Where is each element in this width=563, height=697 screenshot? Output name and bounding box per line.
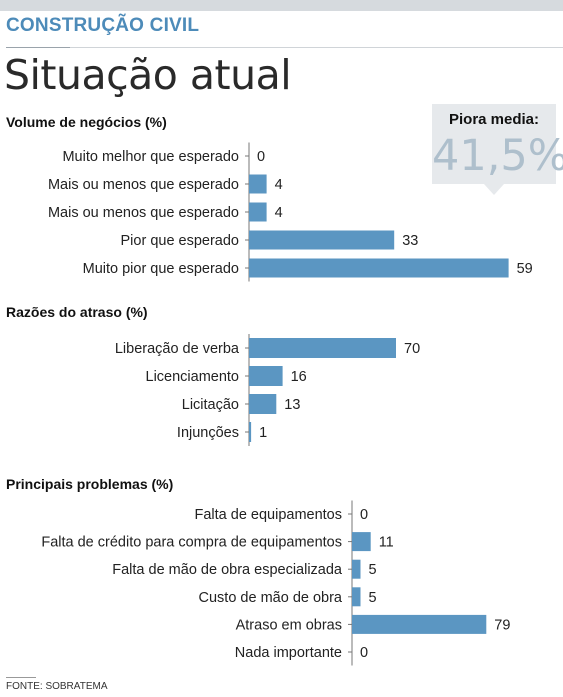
chart-volume: Muito melhor que esperado 0 Mais ou menos … <box>48 142 533 282</box>
callout-box <box>432 104 556 184</box>
bar <box>352 559 361 579</box>
data-label: 4 <box>275 205 283 221</box>
bar <box>352 587 361 607</box>
callout-pointer <box>484 184 504 195</box>
kicker-rule <box>6 47 70 48</box>
data-label: 33 <box>402 233 418 249</box>
data-label: 59 <box>517 261 533 277</box>
category-label: Liberação de verba <box>115 341 240 357</box>
data-label: 16 <box>291 369 307 385</box>
data-label: 70 <box>404 341 420 357</box>
page-title: Situação atual <box>4 51 292 99</box>
category-label: Injunções <box>177 425 239 441</box>
source-rule <box>6 677 36 678</box>
category-label: Falta de equipamentos <box>194 507 342 523</box>
category-label: Muito pior que esperado <box>83 261 239 277</box>
category-label: Muito melhor que esperado <box>62 149 239 165</box>
data-label: 11 <box>379 535 394 551</box>
data-label: 0 <box>360 645 368 661</box>
bar <box>249 394 277 414</box>
bar <box>352 614 487 634</box>
chart-title-razoes: Razões do atraso (%) <box>6 304 148 320</box>
category-label: Licitação <box>182 397 239 413</box>
category-label: Falta de mão de obra especializada <box>112 562 343 578</box>
category-label: Nada importante <box>235 645 342 661</box>
data-label: 5 <box>369 590 377 606</box>
data-label: 79 <box>494 617 510 633</box>
data-label: 0 <box>360 507 368 523</box>
data-label: 13 <box>284 397 300 413</box>
section-kicker: CONSTRUÇÃO CIVIL <box>6 15 200 36</box>
category-label: Custo de mão de obra <box>199 590 343 606</box>
data-label: 1 <box>259 425 267 441</box>
chart-title-volume: Volume de negócios (%) <box>6 114 167 130</box>
chart-problemas: Falta de equipamentos 0 Falta de crédito p… <box>41 500 510 666</box>
bar <box>249 422 252 442</box>
bar <box>249 258 509 278</box>
category-label: Pior que esperado <box>121 233 240 249</box>
chart-title-problemas: Principais problemas (%) <box>6 476 174 492</box>
callout-label: Piora media: <box>448 111 540 128</box>
chart-razoes: Liberação de verba 70 Licenciamento 16 Licit… <box>115 334 420 446</box>
data-label: 0 <box>257 149 265 165</box>
header-rule <box>70 47 563 48</box>
callout-value: 41,5% <box>432 131 563 181</box>
bar <box>249 174 267 194</box>
top-band <box>0 0 563 11</box>
data-label: 5 <box>369 562 377 578</box>
bar <box>249 230 395 250</box>
category-label: Atraso em obras <box>236 617 342 633</box>
bar <box>249 366 283 386</box>
bar <box>352 532 371 552</box>
source-note: FONTE: SOBRATEMA <box>6 681 108 692</box>
data-label: 4 <box>275 177 283 193</box>
category-label: Falta de crédito para compra de equipame… <box>41 535 342 551</box>
category-label: Mais ou menos que esperado <box>48 177 239 193</box>
bar <box>249 202 267 222</box>
category-label: Licenciamento <box>146 369 240 385</box>
bar <box>249 338 396 358</box>
category-label: Mais ou menos que esperado <box>48 205 239 221</box>
